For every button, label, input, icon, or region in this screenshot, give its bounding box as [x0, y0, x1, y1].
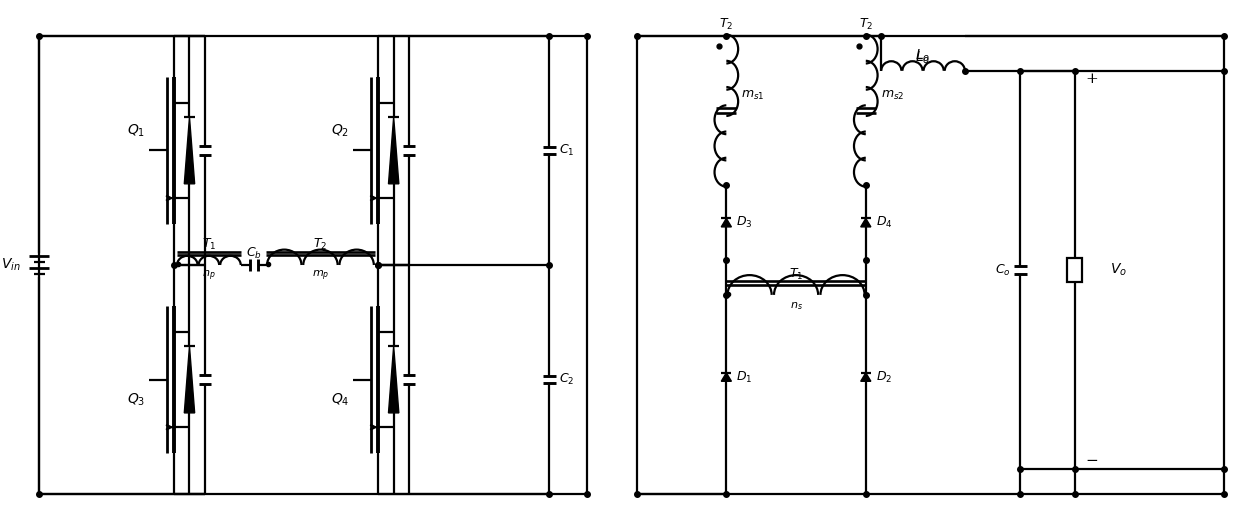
Polygon shape — [185, 117, 195, 184]
Text: $m_p$: $m_p$ — [311, 269, 329, 283]
Text: +: + — [1085, 72, 1099, 86]
Text: $T_1$: $T_1$ — [789, 267, 804, 281]
Text: $Q_2$: $Q_2$ — [331, 122, 348, 139]
Polygon shape — [388, 117, 399, 184]
Polygon shape — [388, 346, 399, 413]
Polygon shape — [185, 346, 195, 413]
Text: −: − — [1085, 454, 1099, 468]
Text: $D_4$: $D_4$ — [875, 215, 893, 230]
Text: $D_3$: $D_3$ — [737, 215, 753, 230]
Text: $Q_1$: $Q_1$ — [126, 122, 145, 139]
Text: $T_2$: $T_2$ — [314, 236, 327, 252]
Text: $n_s$: $n_s$ — [790, 300, 802, 312]
Polygon shape — [722, 218, 732, 227]
Text: $n_p$: $n_p$ — [202, 269, 216, 283]
Text: $L_o$: $L_o$ — [915, 48, 931, 64]
Text: $T_2$: $T_2$ — [719, 16, 734, 31]
Text: $Q_4$: $Q_4$ — [331, 391, 350, 408]
Text: $C_o$: $C_o$ — [994, 262, 1011, 278]
Text: $V_{in}$: $V_{in}$ — [1, 257, 21, 273]
Text: $D_1$: $D_1$ — [737, 369, 753, 385]
Text: $m_{s1}$: $m_{s1}$ — [742, 89, 765, 102]
Text: $L_o$: $L_o$ — [915, 50, 931, 66]
Text: $V_o$: $V_o$ — [1110, 262, 1127, 278]
Text: $C_1$: $C_1$ — [559, 143, 574, 158]
Text: $C_b$: $C_b$ — [246, 245, 262, 261]
Text: $m_{s2}$: $m_{s2}$ — [880, 89, 904, 102]
Polygon shape — [861, 218, 870, 227]
Bar — [1068, 258, 1083, 282]
Text: $T_1$: $T_1$ — [202, 236, 216, 252]
Polygon shape — [861, 373, 870, 381]
Polygon shape — [722, 373, 732, 381]
Text: $C_2$: $C_2$ — [559, 372, 574, 387]
Text: $Q_3$: $Q_3$ — [126, 391, 145, 408]
Text: $T_2$: $T_2$ — [858, 16, 873, 31]
Text: $D_2$: $D_2$ — [875, 369, 892, 385]
